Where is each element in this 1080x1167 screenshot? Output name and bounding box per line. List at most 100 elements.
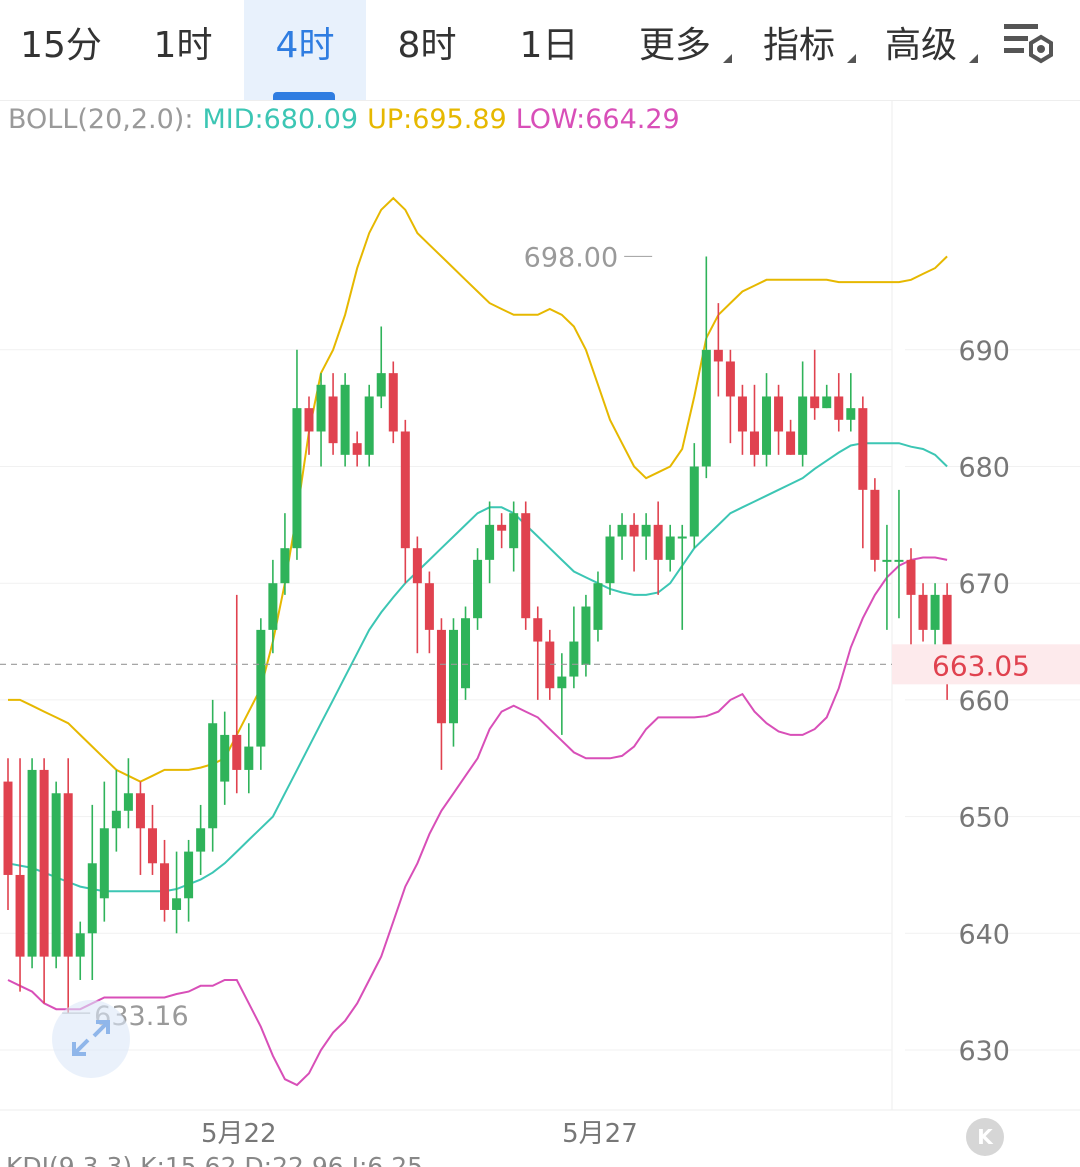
candle-body [461,618,471,689]
candle-down [629,513,639,572]
candle-down [918,583,928,642]
candle-body [918,594,928,630]
candle-body [184,851,194,899]
candle-body [280,548,290,584]
candle-body [798,396,808,455]
candle-body [737,396,747,432]
candle-body [822,396,832,409]
candle-up [677,524,687,630]
candle-down [304,396,314,455]
candle-down [774,384,784,455]
tab-8h-label: 8时 [397,25,457,66]
y-tick-label: 670 [958,569,1010,600]
boll-lower-line [7,556,948,1087]
tab-more[interactable]: 更多 [620,0,732,100]
candle-up [689,443,699,549]
candle-up [882,524,892,630]
candle-body [557,676,567,689]
candle-body [774,396,784,432]
candle-down [436,618,446,770]
candle-up [340,373,350,467]
candle-down [160,839,170,922]
candle-down [870,478,880,572]
candle-body [629,524,639,537]
candle-down [653,501,663,595]
candle-down [906,548,916,654]
candle-body [846,408,856,420]
candle-body [497,524,507,531]
candle-body [858,408,868,490]
dropdown-triangle-icon [969,54,978,63]
k-line-toggle-button[interactable]: K [966,1118,1004,1156]
candle-up [27,758,37,969]
tab-4h-label: 4时 [275,25,335,66]
candle-up [208,699,218,852]
filter-gear-icon[interactable] [1000,20,1060,70]
candle-up [172,851,182,934]
tab-15min[interactable]: 15分 [0,0,122,100]
candle-body [208,723,218,829]
candle-up [473,548,483,630]
candle-body [533,618,543,642]
tab-8h[interactable]: 8时 [366,0,488,100]
candle-up [569,606,579,689]
tab-1d[interactable]: 1日 [488,0,610,100]
candle-down [39,758,49,1004]
candle-down [545,629,555,700]
candle-down [147,804,157,875]
tab-1h[interactable]: 1时 [122,0,244,100]
tab-indicators[interactable]: 指标 [744,0,856,100]
boll-low-value: LOW:664.29 [515,104,680,135]
candle-body [701,349,711,467]
candle-body [51,793,61,957]
candle-body [581,606,591,665]
candle-body [328,396,338,444]
candle-down [834,373,844,432]
candle-up [485,501,495,584]
candle-body [268,583,278,630]
kdj-legend: KDJ(9,3,3) K:15.62 D:22.96 J:6.25 [6,1150,423,1167]
candle-body [292,408,302,549]
candle-body [388,373,398,432]
tab-more-label: 更多 [638,25,711,66]
high-marker-label: 698.00 [524,242,618,273]
candle-up [557,653,567,735]
kdj-values: KDJ(9,3,3) K:15.62 D:22.96 J:6.25 [6,1152,424,1167]
candle-body [424,583,434,630]
boll-lines [7,196,948,1087]
candle-body [930,594,940,630]
candle-body [485,524,495,560]
candle-body [870,489,880,560]
price-grid: 630 640 650 660 670 680 690 5月22 5月27 [0,100,1080,1149]
candle-up [87,804,97,980]
candle-body [340,384,350,455]
candle-up [448,618,458,747]
candle-down [521,501,531,630]
candle-down [737,384,747,455]
candle-body [63,793,73,957]
candle-up [894,489,904,619]
candle-body [749,431,759,455]
dropdown-triangle-icon [847,54,856,63]
candle-up [617,513,627,560]
candlestick-chart[interactable]: 630 640 650 660 670 680 690 5月22 5月27 663.05 698.… [0,100,1080,1150]
candle-body [99,828,109,899]
tab-15min-label: 15分 [20,25,102,66]
candle-down [400,419,410,584]
tab-4h[interactable]: 4时 [244,0,366,100]
y-tick-label: 660 [958,686,1010,717]
candle-body [232,734,242,770]
candle-body [400,431,410,549]
candle-body [316,384,326,432]
candle-body [147,828,157,864]
candle-down [3,758,13,910]
x-tick-label: 5月22 [201,1119,277,1149]
tab-advanced[interactable]: 高级 [866,0,978,100]
candle-body [906,559,916,595]
candle-body [810,396,820,409]
candle-body [220,734,230,782]
candle-down [135,781,145,875]
candle-down [15,758,25,992]
expand-chart-button[interactable] [52,1000,130,1078]
